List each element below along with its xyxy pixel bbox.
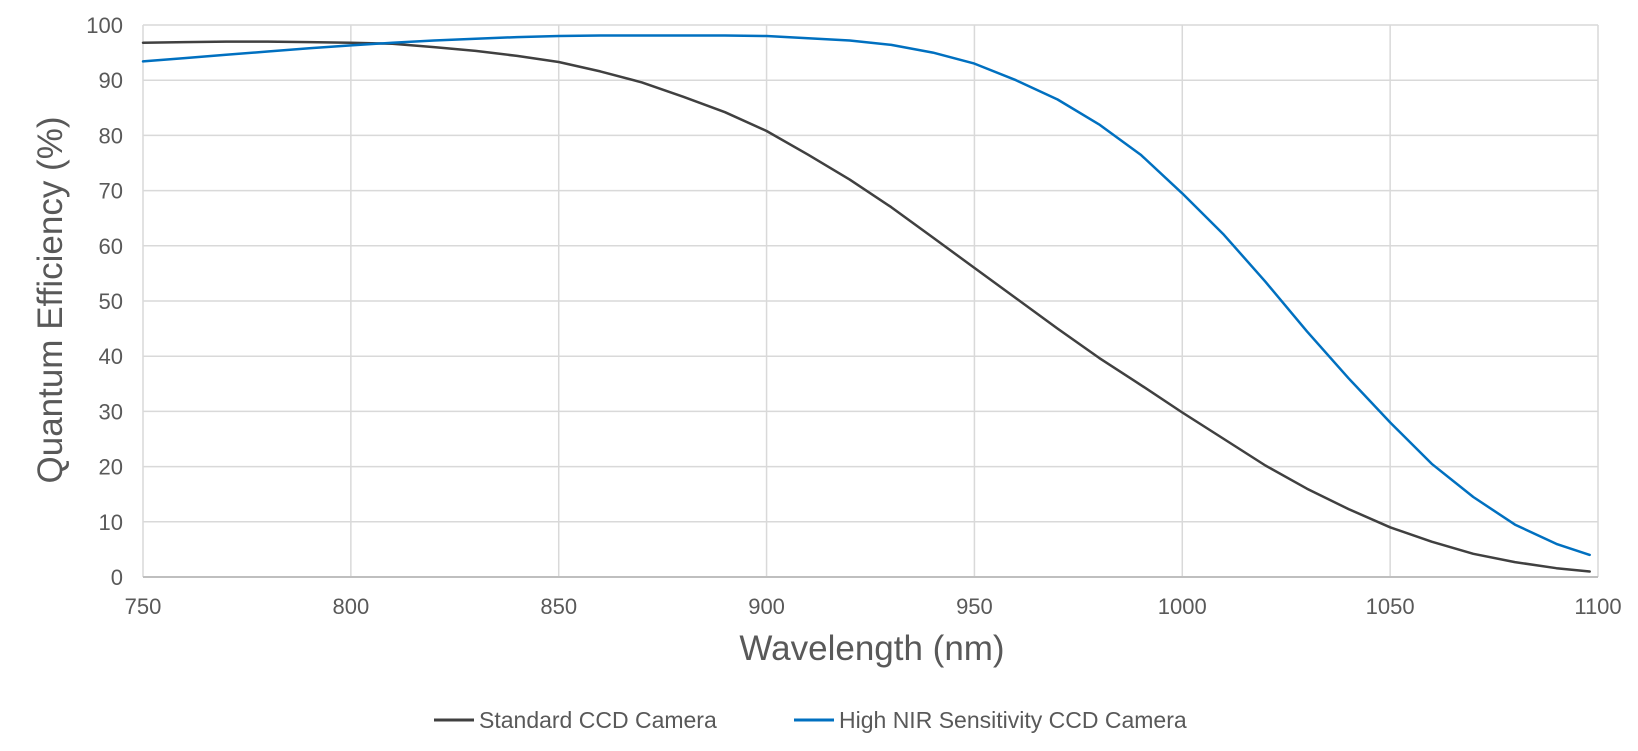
x-tick-label-1000: 1000 bbox=[1158, 594, 1207, 619]
y-tick-label-60: 60 bbox=[99, 234, 123, 259]
x-tick-label-800: 800 bbox=[332, 594, 369, 619]
x-tick-label-950: 950 bbox=[956, 594, 993, 619]
y-tick-label-80: 80 bbox=[99, 123, 123, 148]
y-tick-label-100: 100 bbox=[86, 13, 123, 38]
x-tick-label-1100: 1100 bbox=[1574, 594, 1621, 619]
legend-label-high-nir-ccd: High NIR Sensitivity CCD Camera bbox=[839, 707, 1187, 733]
x-tick-label-900: 900 bbox=[748, 594, 785, 619]
y-tick-label-70: 70 bbox=[99, 179, 123, 204]
x-axis-title: Wavelength (nm) bbox=[739, 629, 1004, 668]
y-tick-label-0: 0 bbox=[111, 565, 123, 590]
y-axis-title: Quantum Efficiency (%) bbox=[31, 117, 70, 484]
y-tick-label-20: 20 bbox=[99, 455, 123, 480]
legend-item-standard-ccd: Standard CCD Camera bbox=[434, 707, 717, 733]
legend: Standard CCD Camera High NIR Sensitivity… bbox=[434, 707, 1187, 733]
y-tick-label-40: 40 bbox=[99, 344, 123, 369]
y-tick-label-50: 50 bbox=[99, 289, 123, 314]
series-line-standard-ccd-camera bbox=[141, 40, 1591, 573]
series-line-high-nir-sensitivity-ccd-camera bbox=[141, 34, 1591, 557]
y-tick-label-90: 90 bbox=[99, 68, 123, 93]
y-tick-label-10: 10 bbox=[99, 510, 123, 535]
series-lines bbox=[141, 34, 1591, 573]
legend-label-standard-ccd: Standard CCD Camera bbox=[479, 707, 717, 733]
x-tick-label-750: 750 bbox=[125, 594, 162, 619]
x-tick-label-850: 850 bbox=[540, 594, 577, 619]
legend-item-high-nir-ccd: High NIR Sensitivity CCD Camera bbox=[794, 707, 1187, 733]
y-tick-label-30: 30 bbox=[99, 399, 123, 424]
grid bbox=[142, 24, 1599, 577]
tick-labels: 0 10 20 30 40 50 60 70 80 90 100 750 800 850 900 950 100… bbox=[86, 13, 1621, 619]
x-tick-label-1050: 1050 bbox=[1366, 594, 1415, 619]
